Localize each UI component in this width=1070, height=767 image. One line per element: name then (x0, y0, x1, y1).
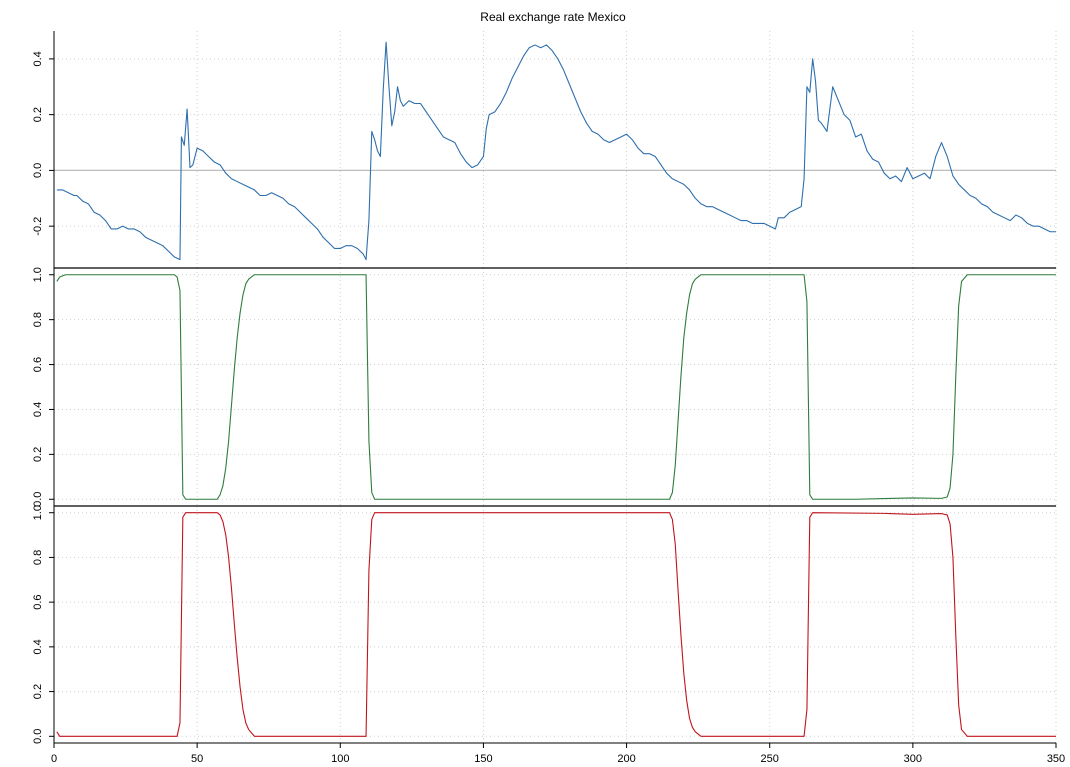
panel-2: 0.0 0.2 0.4 0.6 0.8 1.0 (32, 267, 1057, 507)
series-line (56, 274, 1056, 500)
y-tick-label: 0.4 (32, 402, 44, 417)
y-tick-label: 0.4 (32, 51, 44, 66)
y-tick-label: 1.0 (32, 505, 44, 520)
x-tick-label: 300 (904, 753, 922, 765)
y-tick-label: 0.4 (32, 639, 44, 654)
y-tick-label: 0.8 (32, 550, 44, 565)
panel-3: 0.0 0.2 0.4 0.6 0.8 1.0 (32, 505, 1057, 744)
y-tick-label: 0.6 (32, 594, 44, 609)
series-line (56, 41, 1056, 261)
x-tick-label: 350 (1047, 753, 1065, 765)
x-tick-label: 0 (51, 753, 57, 765)
y-tick-label: 0.2 (32, 447, 44, 462)
y-tick-label: 0.8 (32, 312, 44, 327)
y-tick-label: 0.0 (32, 163, 44, 178)
series-line (56, 512, 1056, 737)
y-tick-label: 0.0 (32, 492, 44, 507)
x-tick-label: 150 (474, 753, 492, 765)
y-tick-label: 0.2 (32, 107, 44, 122)
y-tick-label: -0.2 (32, 217, 44, 236)
x-tick-label: 50 (191, 753, 203, 765)
x-tick-label: 250 (761, 753, 779, 765)
y-tick-label: 1.0 (32, 267, 44, 282)
y-tick-label: 0.2 (32, 684, 44, 699)
y-tick-label: 0.0 (32, 729, 44, 744)
x-tick-label: 100 (331, 753, 349, 765)
y-tick-label: 0.6 (32, 357, 44, 372)
x-tick-label: 200 (617, 753, 635, 765)
chart-title: Real exchange rate Mexico (480, 10, 626, 24)
panel-1: -0.2 0.0 0.2 0.4 (32, 31, 1057, 268)
